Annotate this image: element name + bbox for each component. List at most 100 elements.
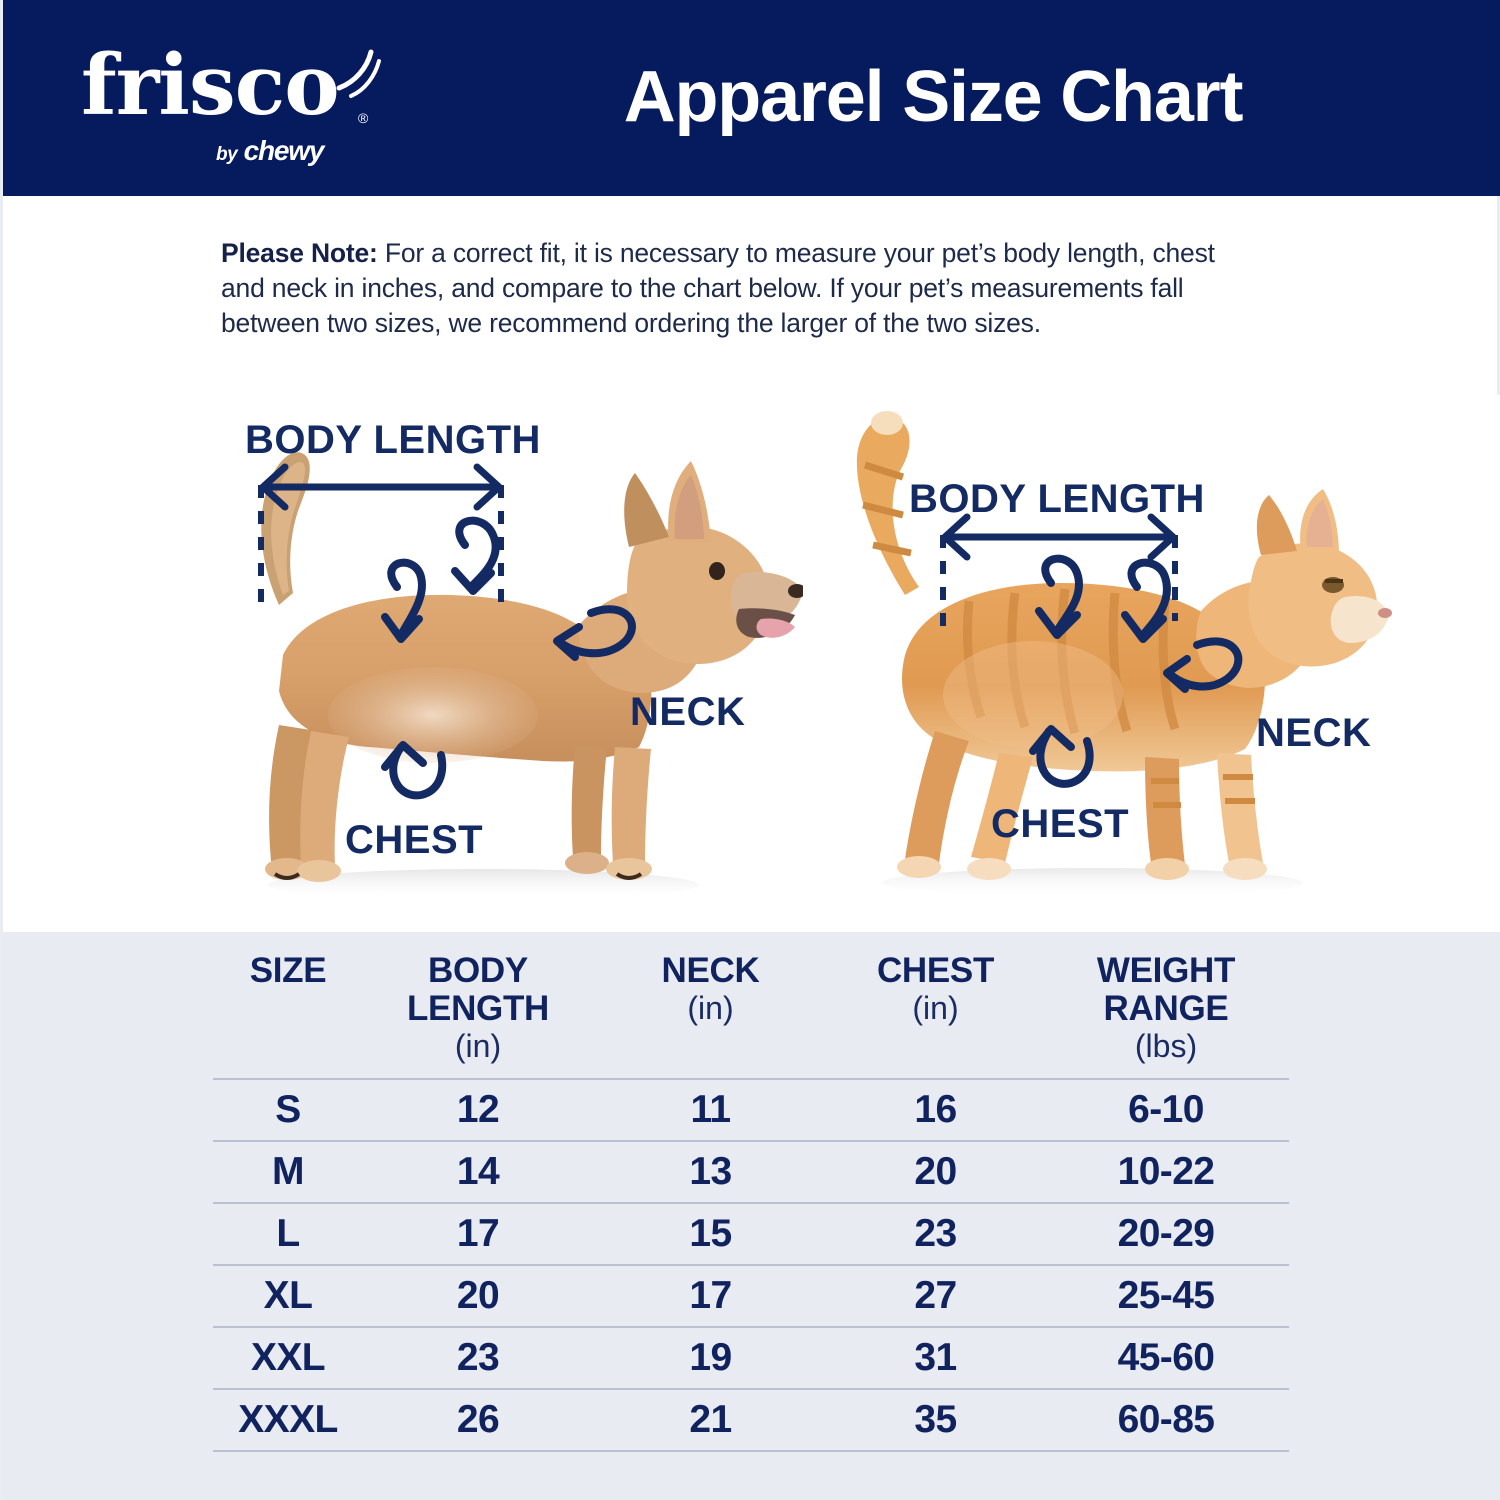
col-header-neck: NECK (in) — [593, 952, 828, 1079]
dog-head — [627, 526, 769, 664]
dog-paw-2 — [297, 860, 341, 882]
cat-chest-loop-arrow — [1036, 727, 1094, 788]
col-header-neck-text: NECK — [661, 951, 760, 990]
dog-hind-leg-near — [300, 731, 349, 867]
size-table-section: SIZE BODY LENGTH (in) NECK (in) CHEST (i… — [3, 932, 1500, 1500]
cat-backline-loop-arrow — [1041, 554, 1083, 635]
col-header-weight-range-unit: (lbs) — [1134, 1028, 1198, 1064]
col-header-weight-range-text: WEIGHT RANGE — [1096, 951, 1236, 1028]
col-header-chest: CHEST (in) — [828, 952, 1043, 1079]
dog-neck-loop-top-arrow — [455, 516, 500, 591]
cell-chest: 16 — [828, 1078, 1043, 1141]
dog-backline-loop-arrow — [387, 558, 426, 639]
dog-eye — [709, 562, 725, 580]
cat-paw-3 — [1145, 858, 1189, 880]
cell-weight: 45-60 — [1043, 1326, 1289, 1389]
dog-paw-3 — [565, 852, 609, 874]
col-header-body-length-unit: (in) — [454, 1028, 502, 1064]
brand-wordmark: frisco — [81, 36, 340, 134]
cat-measurement-diagram — [856, 411, 1392, 898]
by-chewy-sublogo: by chewy — [216, 135, 325, 167]
table-row: M 14 13 20 10-22 — [213, 1140, 1289, 1203]
dog-nose — [788, 584, 803, 598]
cat-body-length-label: BODY LENGTH — [909, 477, 1205, 521]
cat-paw-2 — [967, 858, 1011, 880]
table-row: XXL 23 19 31 45-60 — [213, 1326, 1289, 1389]
dog-hind-leg-rear — [269, 725, 317, 865]
dog-nail-1 — [273, 872, 301, 880]
col-header-neck-unit: (in) — [687, 990, 734, 1026]
cat-tail — [856, 417, 919, 595]
dog-front-leg-far — [571, 745, 607, 859]
cat-leg-stripes — [1151, 774, 1255, 808]
dog-neck-loop-bottom-arrowhead — [553, 623, 583, 661]
dog-ground-shadow — [268, 869, 698, 901]
cat-paw-1 — [897, 856, 941, 878]
cat-hind-leg-near — [971, 753, 1033, 863]
cell-neck: 15 — [593, 1202, 828, 1265]
please-note-paragraph: Please Note: For a correct fit, it is ne… — [221, 236, 1256, 341]
cell-body-length: 17 — [363, 1202, 593, 1265]
cell-body-length: 26 — [363, 1388, 593, 1452]
dog-tail-highlight — [271, 462, 306, 595]
frisco-by-chewy-logo: frisco ® by chewy — [81, 38, 381, 168]
dog-arrowhead-right — [473, 463, 503, 511]
table-row: L 17 15 23 20-29 — [213, 1202, 1289, 1265]
cell-body-length: 14 — [363, 1140, 593, 1203]
cell-chest: 20 — [828, 1140, 1043, 1203]
cat-neck-loop-top-arrow — [1127, 558, 1171, 639]
page-header: frisco ® by chewy Apparel Size Chart — [3, 0, 1500, 196]
cell-chest: 27 — [828, 1264, 1043, 1327]
col-header-chest-text: CHEST — [876, 951, 995, 990]
apparel-size-table: SIZE BODY LENGTH (in) NECK (in) CHEST (i… — [213, 952, 1289, 1452]
cell-neck: 11 — [593, 1078, 828, 1141]
cell-neck: 19 — [593, 1326, 828, 1389]
cell-weight: 25-45 — [1043, 1264, 1289, 1327]
cat-neck-loop-bottom-arrow — [1167, 637, 1243, 691]
cat-backline-arrowhead — [1035, 607, 1081, 639]
cell-neck: 21 — [593, 1388, 828, 1452]
dog-body-length-label: BODY LENGTH — [245, 418, 541, 462]
cat-arrowhead-right — [1147, 513, 1177, 561]
dog-tongue — [756, 618, 795, 638]
cat-front-leg-near — [1217, 753, 1263, 863]
chewy-text: chewy — [243, 135, 325, 166]
dog-ear-far — [624, 473, 669, 547]
dog-neck-loop-bottom-arrow — [557, 605, 636, 658]
cell-neck: 13 — [593, 1140, 828, 1203]
cell-chest: 31 — [828, 1326, 1043, 1389]
col-header-weight-range: WEIGHT RANGE (lbs) — [1043, 952, 1289, 1079]
cat-arrowhead-left — [941, 513, 971, 561]
cell-size: S — [213, 1078, 363, 1141]
dog-arrowhead-left — [259, 463, 289, 511]
page-title: Apparel Size Chart — [623, 57, 1244, 137]
col-header-chest-unit: (in) — [912, 990, 959, 1026]
cat-tail-stripes — [862, 461, 912, 557]
cell-body-length: 23 — [363, 1326, 593, 1389]
cell-size: L — [213, 1202, 363, 1265]
cat-side-highlight — [943, 641, 1123, 749]
dog-belly-highlight — [328, 667, 538, 763]
col-header-size: SIZE — [213, 952, 363, 1079]
dog-ear-inner — [674, 475, 704, 539]
please-note-body: For a correct fit, it is necessary to me… — [221, 238, 1215, 338]
cell-neck: 17 — [593, 1264, 828, 1327]
dog-chest-label: CHEST — [345, 818, 484, 862]
cell-size: XXL — [213, 1326, 363, 1389]
cell-weight: 20-29 — [1043, 1202, 1289, 1265]
cat-ear-inner — [1306, 499, 1333, 547]
table-row: XXXL 26 21 35 60-85 — [213, 1388, 1289, 1452]
please-note-label: Please Note: — [221, 238, 378, 268]
dog-chest-arrowhead — [381, 741, 427, 771]
dog-neck-loop-top-arrowhead — [451, 567, 495, 595]
dog-front-leg-near — [611, 747, 651, 865]
cat-tail-tip — [871, 411, 903, 435]
cat-paw-4 — [1223, 858, 1267, 880]
cat-nose — [1378, 608, 1392, 618]
cat-neck-loop-bottom-arrowhead — [1163, 655, 1191, 693]
cell-size: XL — [213, 1264, 363, 1327]
cell-chest: 23 — [828, 1202, 1043, 1265]
table-body: S 12 11 16 6-10 M 14 13 20 10-22 L 17 15 — [213, 1078, 1289, 1452]
cell-body-length: 20 — [363, 1264, 593, 1327]
